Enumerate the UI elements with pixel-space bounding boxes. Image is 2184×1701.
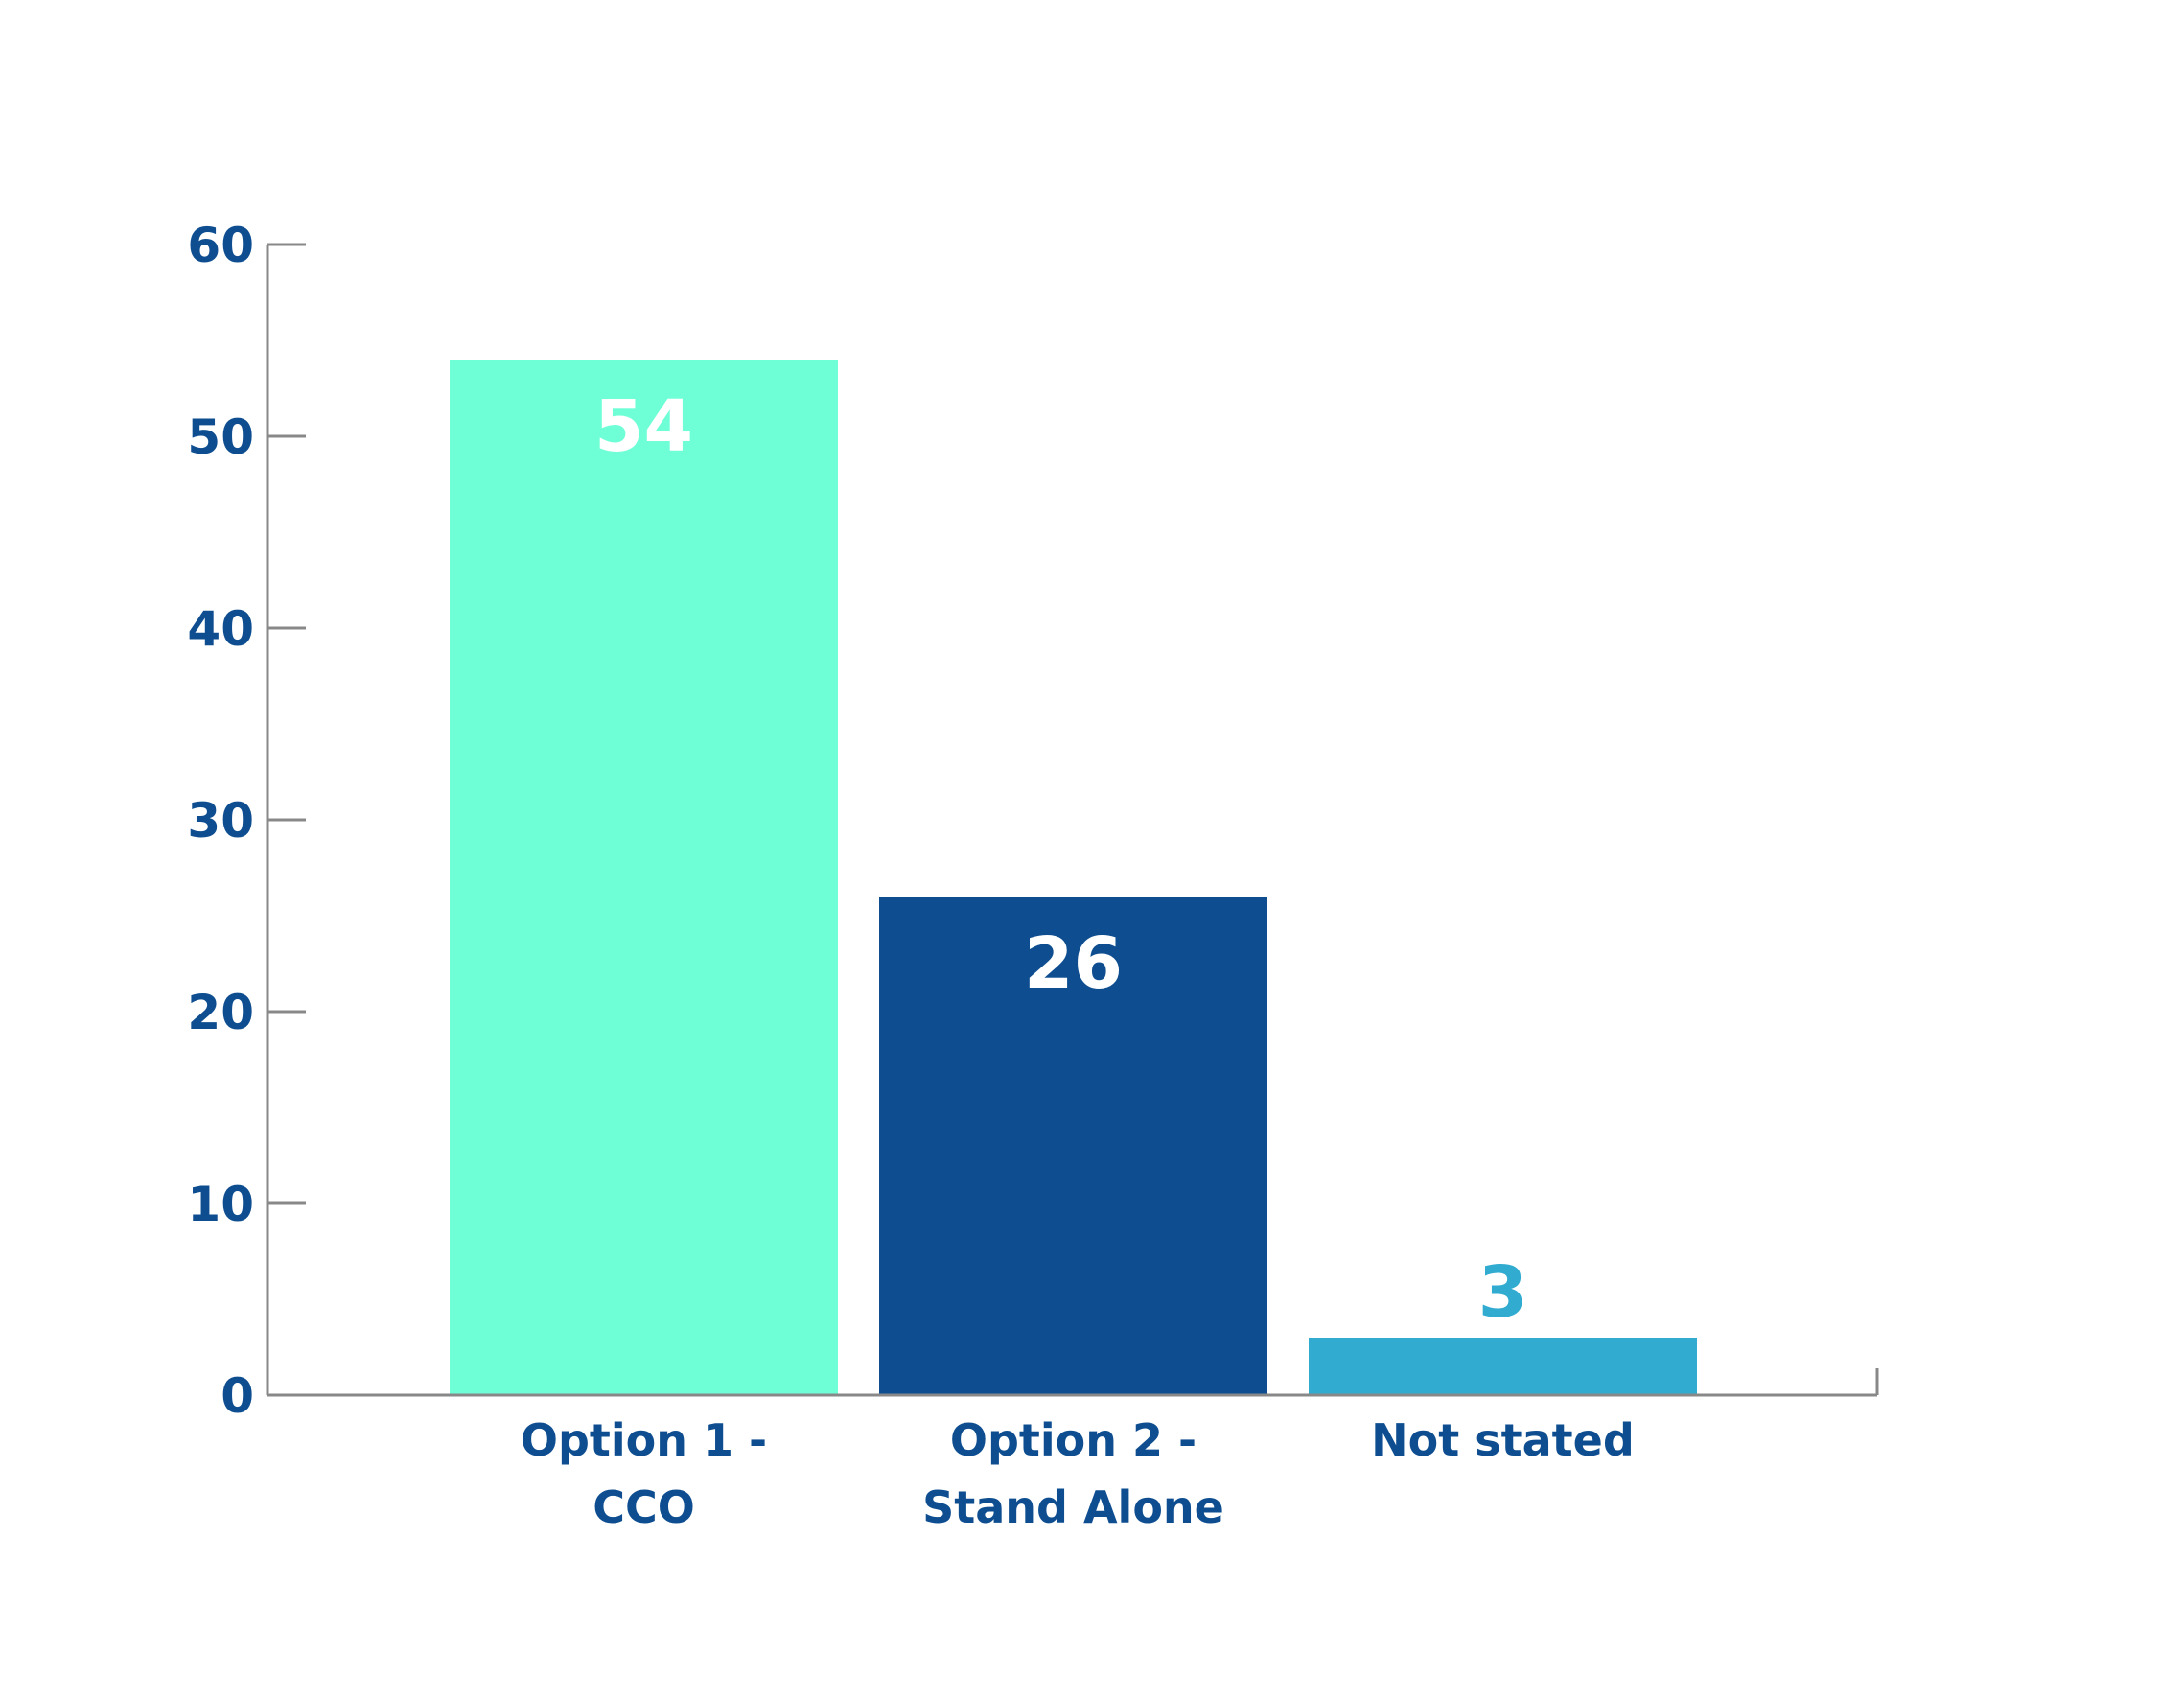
y-axis: 0 10 20 30 40 50 60: [187, 218, 306, 1424]
value-labels: 54 26 3: [594, 385, 1527, 1334]
x-axis: [267, 1368, 1879, 1397]
x-tick-label: Not stated: [1371, 1414, 1635, 1466]
bars: [450, 360, 1697, 1394]
y-tick-label: 20: [187, 985, 254, 1040]
data-label: 3: [1478, 1251, 1528, 1334]
y-tick-label: 60: [187, 218, 254, 273]
category-labels: Option 1 - CCO Option 2 - Stand Alone Not st…: [521, 1414, 1635, 1533]
x-tick-label: Option 2 -: [950, 1414, 1197, 1466]
y-tick-label: 50: [187, 409, 254, 465]
data-label: 54: [594, 385, 693, 468]
y-tick-label: 30: [187, 793, 254, 849]
bar: [450, 360, 838, 1394]
data-label: 26: [1024, 922, 1123, 1005]
x-tick-label: Option 1 -: [521, 1414, 767, 1466]
bar: [1309, 1338, 1697, 1394]
y-tick-label: 40: [187, 601, 254, 657]
x-tick-label: CCO: [592, 1481, 695, 1533]
x-tick-label: Stand Alone: [922, 1481, 1224, 1533]
y-tick-label: 0: [221, 1368, 254, 1424]
y-tick-label: 10: [187, 1177, 254, 1232]
bar: [879, 897, 1267, 1394]
